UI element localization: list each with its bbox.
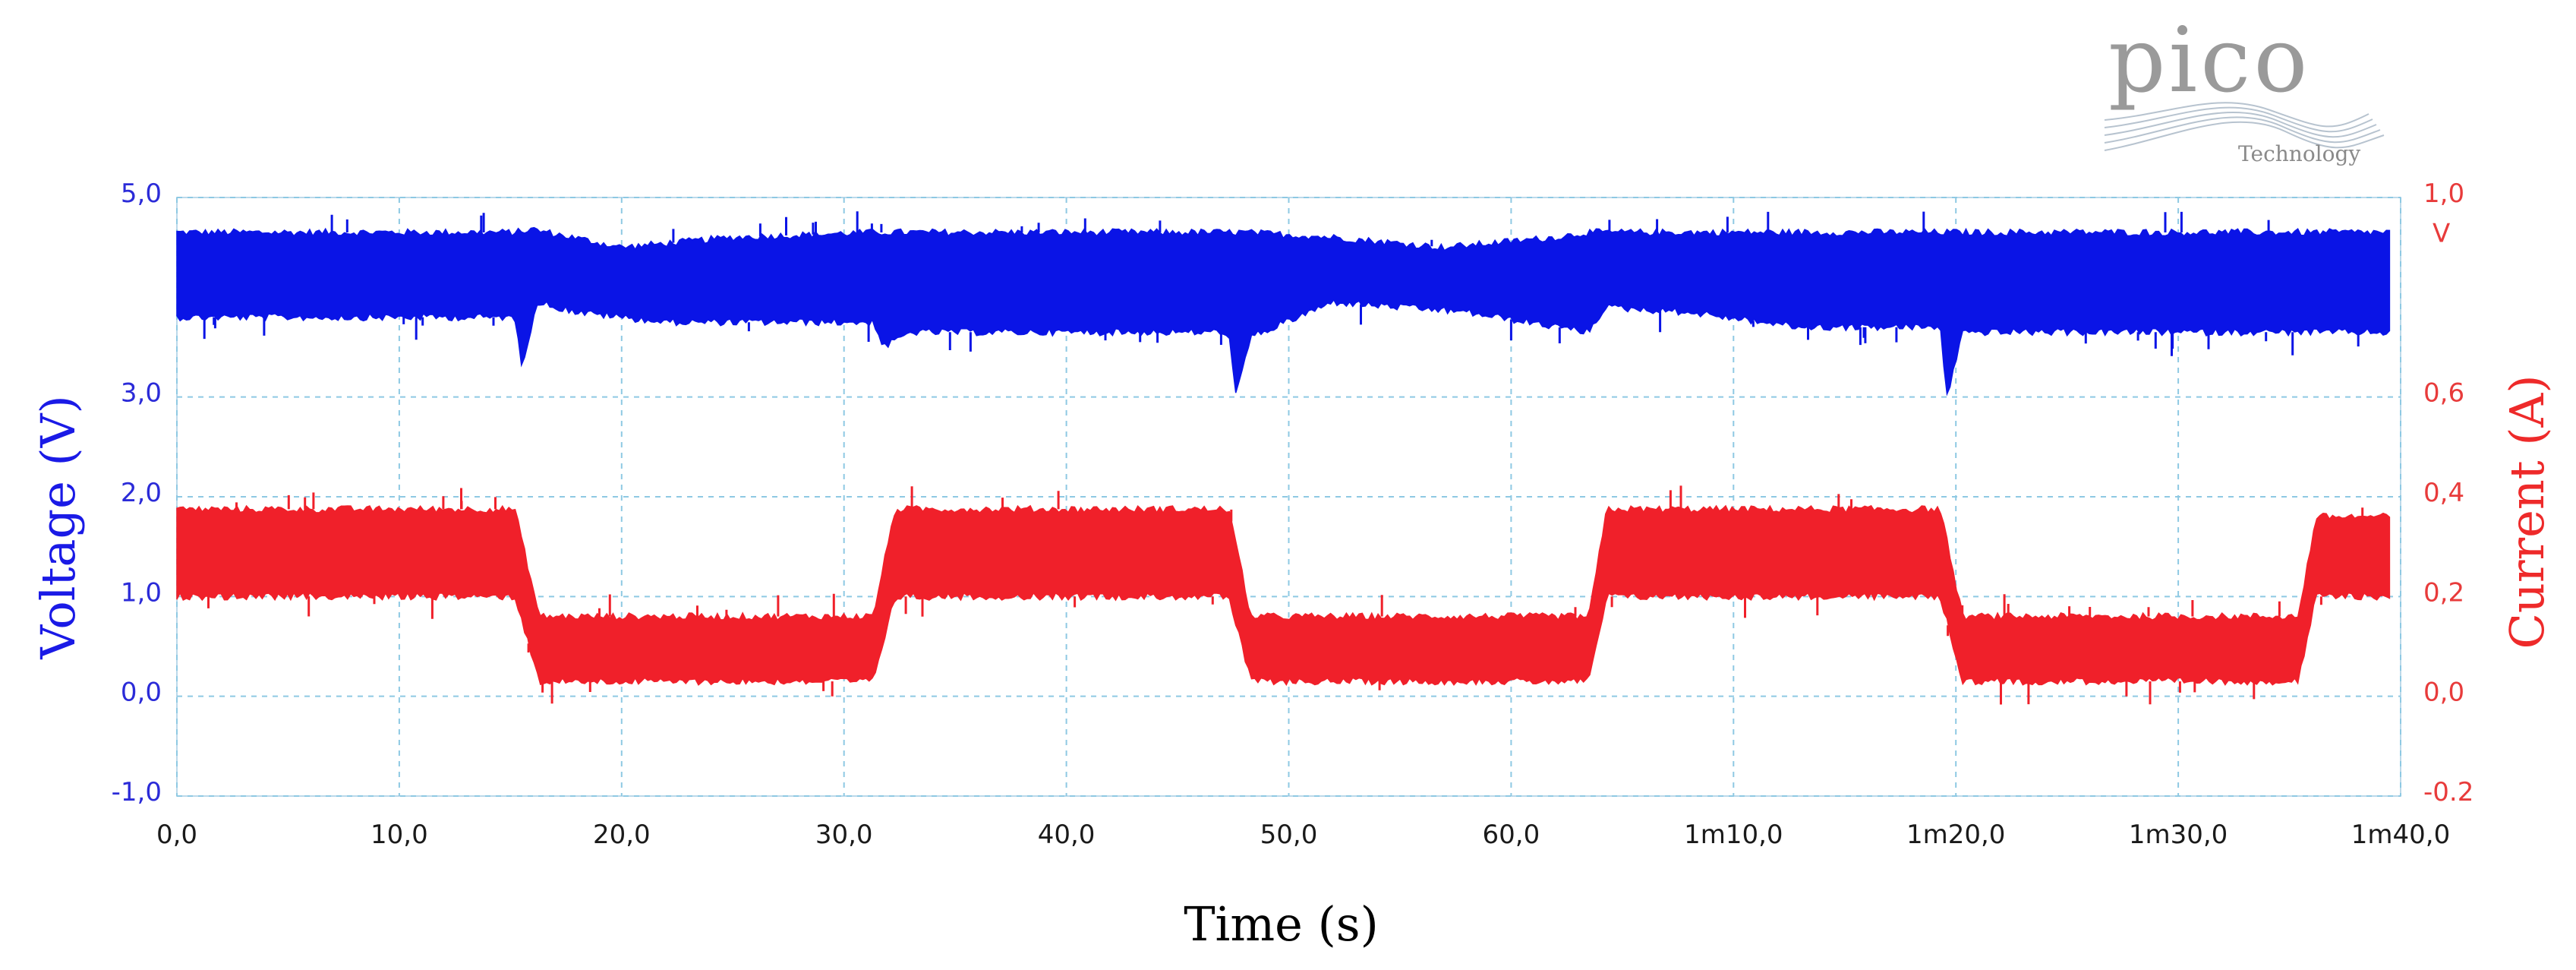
y-left-tick-label: 1,0 xyxy=(121,577,162,608)
x-tick-label: 10,0 xyxy=(370,820,428,850)
x-axis-title: Time (s) xyxy=(1184,896,1379,952)
voltage-spikes xyxy=(203,211,2360,356)
x-tick-label: 0,0 xyxy=(156,820,197,850)
axis-layer: -1,0 0,0 1,0 2,0 3,0 5,0 -0.2 0,0 0,2 0,4 0,6 1,0 V 0… xyxy=(30,179,2555,952)
pico-logo: pico Technology xyxy=(2104,8,2385,166)
y-left-tick-label: 5,0 xyxy=(121,179,162,209)
y-right-tick-label: 0,4 xyxy=(2423,478,2464,508)
x-tick-label: 20,0 xyxy=(593,820,651,850)
current-spikes xyxy=(207,485,2364,705)
x-tick-label: 30,0 xyxy=(815,820,873,850)
x-tick-label: 1m20,0 xyxy=(1906,820,2005,850)
logo-technology: Technology xyxy=(2238,141,2360,166)
y-right-tick-label: 0,6 xyxy=(2423,378,2464,409)
current-trace xyxy=(176,504,2391,686)
x-tick-label: 60,0 xyxy=(1483,820,1540,850)
x-tick-label: 1m30,0 xyxy=(2129,820,2228,850)
x-tick-label: 40,0 xyxy=(1038,820,1096,850)
y-right-tick-label: 0,0 xyxy=(2423,678,2464,708)
x-tick-label: 50,0 xyxy=(1260,820,1318,850)
logo-waves xyxy=(2104,102,2385,151)
y-right-tick-label: -0.2 xyxy=(2423,777,2474,807)
y-right-tick-label: 1,0 xyxy=(2423,179,2464,209)
y-left-tick-label: 0,0 xyxy=(121,678,162,708)
series-layer xyxy=(176,211,2391,705)
y-left-tick-label: 3,0 xyxy=(121,378,162,409)
logo-wordmark: pico xyxy=(2108,8,2310,112)
x-tick-label: 1m10,0 xyxy=(1684,820,1783,850)
y-left-tick-label: 2,0 xyxy=(121,478,162,508)
y-left-axis-title: Voltage (V) xyxy=(30,395,86,659)
y-right-axis-title: Current (A) xyxy=(2499,374,2555,649)
y-left-tick-label: -1,0 xyxy=(112,777,162,807)
voltage-trace xyxy=(176,226,2391,397)
y-right-unit-label: V xyxy=(2433,219,2450,249)
y-right-tick-label: 0,2 xyxy=(2423,577,2464,608)
x-tick-label: 1m40,0 xyxy=(2351,820,2450,850)
